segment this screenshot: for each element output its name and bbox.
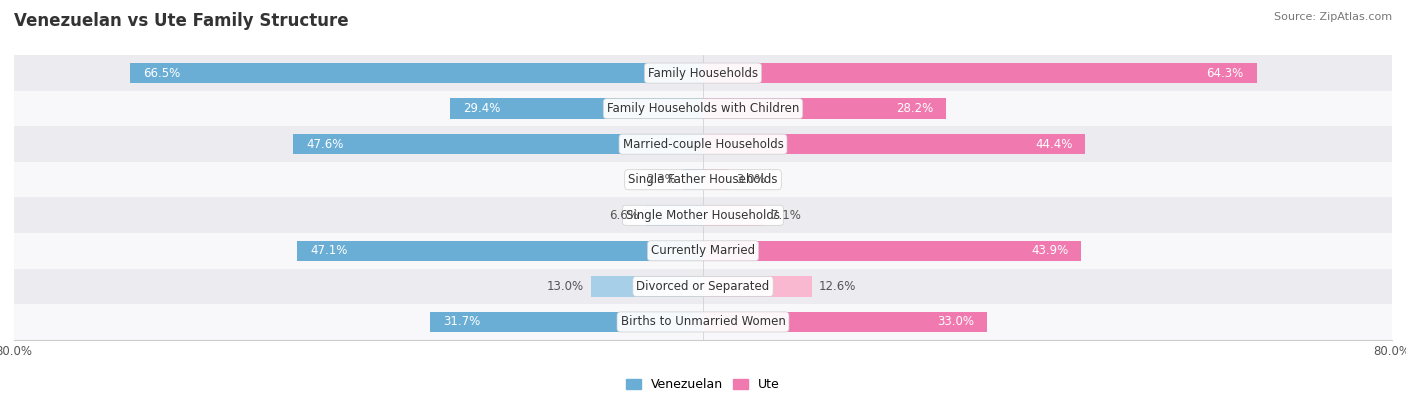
Bar	[131, 63, 703, 83]
Bar	[647, 205, 703, 226]
Bar	[703, 169, 728, 190]
Bar	[14, 304, 1392, 340]
Text: 3.0%: 3.0%	[735, 173, 765, 186]
Text: 12.6%: 12.6%	[818, 280, 856, 293]
Text: 66.5%: 66.5%	[143, 67, 180, 79]
Text: Single Father Households: Single Father Households	[628, 173, 778, 186]
Bar	[703, 276, 811, 297]
Bar	[292, 134, 703, 154]
Bar	[703, 134, 1085, 154]
Text: 43.9%: 43.9%	[1031, 245, 1069, 257]
Bar	[703, 312, 987, 332]
Text: Source: ZipAtlas.com: Source: ZipAtlas.com	[1274, 12, 1392, 22]
Text: Family Households with Children: Family Households with Children	[607, 102, 799, 115]
Text: Venezuelan vs Ute Family Structure: Venezuelan vs Ute Family Structure	[14, 12, 349, 30]
Text: Married-couple Households: Married-couple Households	[623, 138, 783, 150]
Text: 47.1%: 47.1%	[311, 245, 347, 257]
Bar	[703, 63, 1257, 83]
Text: 28.2%: 28.2%	[896, 102, 934, 115]
Bar	[14, 55, 1392, 91]
Bar	[14, 126, 1392, 162]
Bar	[14, 198, 1392, 233]
Bar	[703, 98, 946, 119]
Bar	[450, 98, 703, 119]
Text: 47.6%: 47.6%	[307, 138, 343, 150]
Bar	[703, 205, 763, 226]
Text: 13.0%: 13.0%	[547, 280, 583, 293]
Text: 44.4%: 44.4%	[1035, 138, 1073, 150]
Bar	[430, 312, 703, 332]
Text: Family Households: Family Households	[648, 67, 758, 79]
Text: 7.1%: 7.1%	[770, 209, 801, 222]
Text: Divorced or Separated: Divorced or Separated	[637, 280, 769, 293]
Text: 64.3%: 64.3%	[1206, 67, 1244, 79]
Bar	[14, 233, 1392, 269]
Legend: Venezuelan, Ute: Venezuelan, Ute	[621, 373, 785, 395]
Bar	[14, 162, 1392, 198]
Bar	[591, 276, 703, 297]
Bar	[703, 241, 1081, 261]
Text: 29.4%: 29.4%	[463, 102, 501, 115]
Text: Births to Unmarried Women: Births to Unmarried Women	[620, 316, 786, 328]
Bar	[14, 91, 1392, 126]
Text: 33.0%: 33.0%	[938, 316, 974, 328]
Text: Currently Married: Currently Married	[651, 245, 755, 257]
Bar	[14, 269, 1392, 304]
Text: 6.6%: 6.6%	[609, 209, 640, 222]
Bar	[683, 169, 703, 190]
Bar	[298, 241, 703, 261]
Text: 2.3%: 2.3%	[647, 173, 676, 186]
Text: 31.7%: 31.7%	[443, 316, 481, 328]
Text: Single Mother Households: Single Mother Households	[626, 209, 780, 222]
